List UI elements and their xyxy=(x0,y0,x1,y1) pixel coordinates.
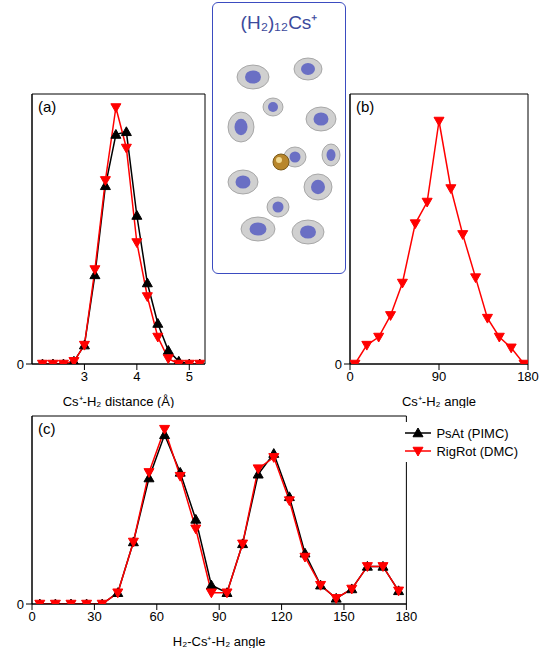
html-text:(b): (b) xyxy=(356,98,375,115)
svg-text:90: 90 xyxy=(212,609,226,624)
svg-text:180: 180 xyxy=(517,369,539,384)
svg-text:Cs⁺-H₂ angle: Cs⁺-H₂ angle xyxy=(402,394,476,408)
svg-text:H₂-Cs⁺-H₂ angle: H₂-Cs⁺-H₂ angle xyxy=(173,634,266,648)
svg-text:180: 180 xyxy=(396,609,418,624)
svg-text:4: 4 xyxy=(133,369,140,384)
svg-text:90: 90 xyxy=(432,369,446,384)
svg-text:60: 60 xyxy=(150,609,164,624)
svg-text:3: 3 xyxy=(81,369,88,384)
svg-text:0: 0 xyxy=(335,357,342,372)
svg-text:0: 0 xyxy=(17,357,24,372)
html-text:RigRot (DMC): RigRot (DMC) xyxy=(436,443,518,459)
html-text:(H₂)₁₂Cs⁺: (H₂)₁₂Cs⁺ xyxy=(240,12,318,33)
svg-text:120: 120 xyxy=(271,609,293,624)
svg-text:30: 30 xyxy=(87,609,101,624)
svg-text:0: 0 xyxy=(17,597,24,612)
svg-text:150: 150 xyxy=(333,609,355,624)
svg-text:Cs⁺-H₂ distance (Å): Cs⁺-H₂ distance (Å) xyxy=(63,394,175,408)
svg-text:5: 5 xyxy=(186,369,193,384)
html-text:(a): (a) xyxy=(38,98,57,115)
svg-text:0: 0 xyxy=(28,609,35,624)
svg-text:0: 0 xyxy=(346,369,353,384)
html-text:(c): (c) xyxy=(38,420,56,437)
html-text:PsAt (PIMC): PsAt (PIMC) xyxy=(436,425,509,441)
